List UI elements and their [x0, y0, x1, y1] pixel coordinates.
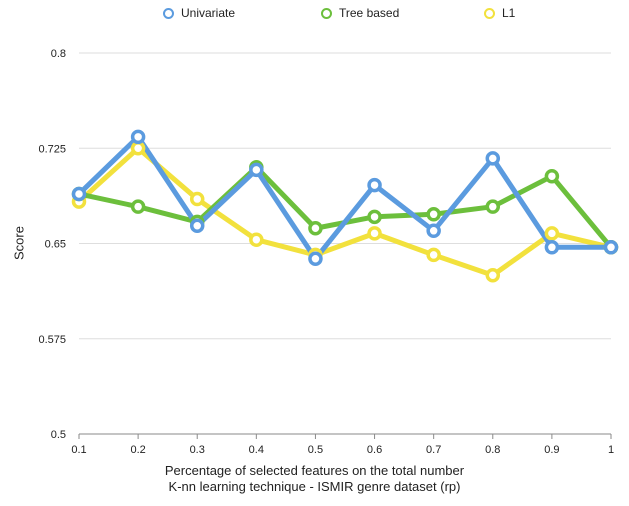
- legend-label-tree-based: Tree based: [339, 6, 400, 20]
- data-point: [71, 186, 87, 202]
- legend-item-univariate[interactable]: Univariate: [163, 6, 235, 20]
- data-point: [544, 226, 560, 241]
- data-point: [189, 191, 205, 207]
- series-line: [76, 134, 614, 262]
- data-point: [130, 129, 146, 145]
- y-axis-label: Score: [11, 226, 27, 260]
- data-point: [189, 218, 205, 233]
- legend-item-l1[interactable]: L1: [484, 6, 515, 20]
- legend-label-univariate: Univariate: [181, 6, 236, 20]
- data-point: [367, 226, 382, 241]
- y-tick-label: 0.575: [38, 334, 66, 346]
- x-tick-label: 0.3: [190, 444, 205, 456]
- data-point: [485, 151, 501, 166]
- data-point: [544, 240, 560, 255]
- x-axis-label-line-1: Percentage of selected features on the t…: [164, 463, 465, 478]
- y-tick-label: 0.5: [51, 429, 66, 441]
- data-point: [249, 232, 264, 247]
- data-point: [308, 251, 323, 266]
- x-tick-label: 0.4: [249, 444, 264, 456]
- data-point: [130, 141, 146, 156]
- x-tick-label: 0.8: [485, 444, 500, 456]
- legend-marker-icon: [484, 7, 495, 19]
- y-tick-label: 0.725: [38, 143, 66, 155]
- data-point: [308, 221, 323, 236]
- data-point: [130, 199, 146, 214]
- x-tick-label: 1: [608, 444, 614, 456]
- data-point: [485, 199, 501, 214]
- series-line: [76, 145, 614, 278]
- data-point: [426, 223, 441, 239]
- x-tick-label: 0.6: [367, 444, 382, 456]
- x-tick-label: 0.9: [544, 444, 559, 456]
- data-point: [544, 168, 560, 184]
- series-line: [76, 164, 614, 250]
- x-tick-label: 0.5: [308, 444, 323, 456]
- x-axis-label-line-2: K-nn learning technique - ISMIR genre da…: [168, 479, 461, 494]
- data-point: [426, 247, 441, 263]
- x-tick-label: 0.2: [130, 444, 145, 456]
- y-tick-label: 0.65: [45, 239, 66, 251]
- data-point: [485, 268, 501, 283]
- data-point: [603, 240, 619, 255]
- data-point: [367, 177, 382, 193]
- x-tick-label: 0.1: [71, 444, 86, 456]
- legend: Univariate Tree based L1: [0, 6, 629, 24]
- y-tick-label: 0.8: [51, 48, 66, 60]
- legend-marker-icon: [321, 7, 332, 19]
- x-tick-label: 0.7: [426, 444, 441, 456]
- data-point: [426, 207, 441, 222]
- data-point: [249, 162, 264, 178]
- legend-item-tree-based[interactable]: Tree based: [321, 6, 399, 20]
- legend-label-l1: L1: [502, 6, 516, 20]
- legend-marker-icon: [163, 7, 174, 19]
- data-point: [367, 209, 382, 225]
